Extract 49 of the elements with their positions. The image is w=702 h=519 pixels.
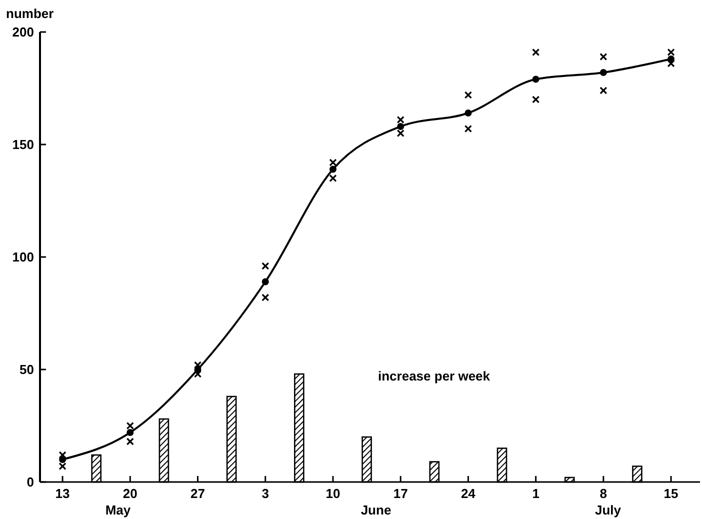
point [464, 124, 472, 133]
x-tick-label: 15 [664, 486, 678, 501]
x-tick-label: 1 [532, 486, 540, 501]
point [194, 366, 202, 373]
point [396, 129, 404, 138]
point [600, 69, 607, 76]
point [262, 294, 270, 302]
point [532, 76, 540, 83]
x-tick-label: 17 [393, 486, 408, 501]
point [329, 166, 336, 173]
point [126, 422, 134, 430]
y-tick-label: 100 [12, 250, 34, 265]
point [396, 116, 404, 124]
x-tick-label: 10 [326, 486, 340, 501]
point [59, 456, 66, 463]
text: June [360, 502, 392, 518]
point [668, 56, 675, 62]
point [532, 48, 540, 56]
x-tick-label: 13 [55, 486, 70, 501]
y-tick-label: 50 [20, 362, 34, 378]
x-tick-label: 27 [190, 486, 205, 501]
point [329, 158, 337, 166]
point [126, 429, 134, 436]
x-tick-label: 3 [262, 486, 269, 501]
point [329, 174, 337, 182]
point [58, 462, 66, 470]
point [667, 48, 675, 56]
point [194, 361, 202, 369]
x-tick-label: 8 [600, 486, 608, 501]
point [194, 370, 202, 378]
text: May [105, 502, 132, 518]
annotation: increase per week [378, 368, 491, 384]
point [397, 123, 404, 130]
point [600, 52, 608, 61]
x-tick-label: 20 [122, 486, 138, 501]
point [464, 110, 472, 116]
y-axis-title: number [6, 6, 54, 21]
x-tick-label: 24 [460, 486, 476, 501]
point [262, 262, 270, 270]
point [58, 451, 66, 459]
y-tick-label: 200 [12, 24, 34, 40]
point [262, 278, 269, 286]
point [126, 438, 134, 446]
y-tick-label: 150 [12, 137, 34, 152]
point [532, 96, 540, 104]
y-tick-label: 0 [26, 474, 34, 490]
point [464, 91, 472, 99]
point [600, 86, 608, 94]
text: July [594, 502, 622, 518]
